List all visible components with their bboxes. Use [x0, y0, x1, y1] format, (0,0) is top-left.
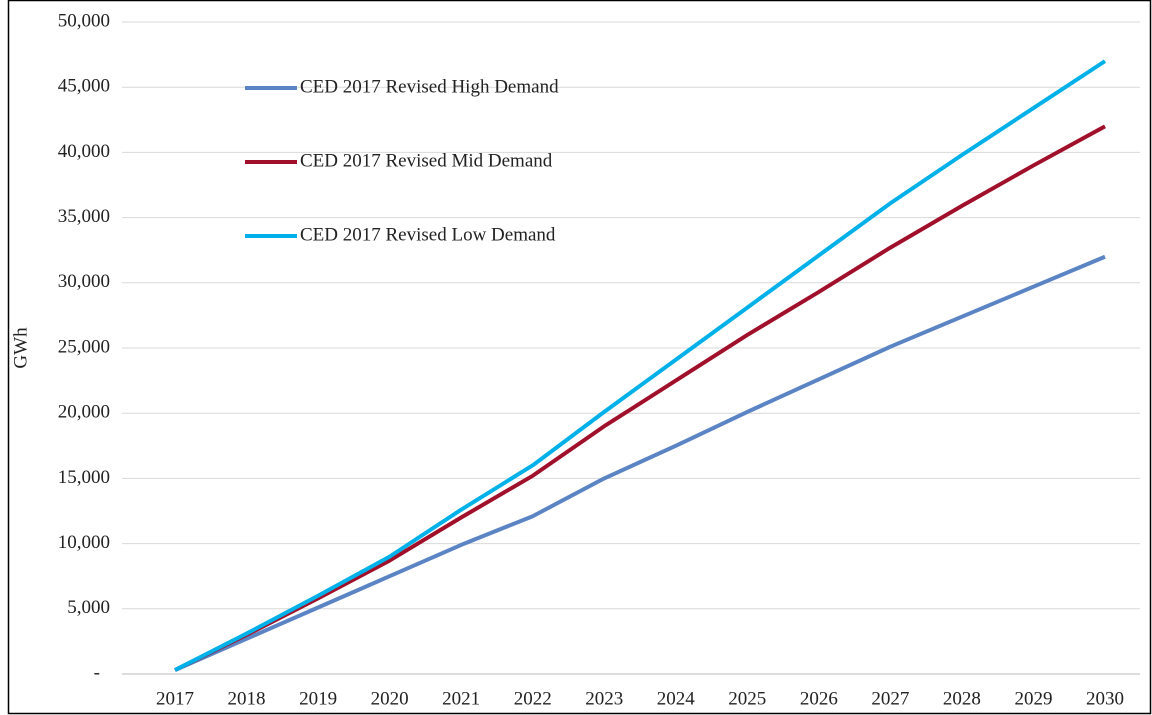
y-tick-label: 15,000 [58, 467, 110, 488]
y-tick-label: 20,000 [58, 402, 110, 423]
y-tick-label: 25,000 [58, 336, 110, 357]
legend-label: CED 2017 Revised Low Demand [300, 224, 556, 245]
x-tick-label: 2024 [657, 688, 696, 709]
frame [7, 0, 1152, 715]
x-tick-label: 2022 [514, 688, 552, 709]
y-tick-label: 35,000 [58, 206, 110, 227]
x-tick-label: 2021 [442, 688, 480, 709]
y-axis-label: GWh [10, 327, 31, 369]
x-tick-label: 2020 [371, 688, 409, 709]
y-tick-label: 5,000 [67, 597, 110, 618]
x-tick-label: 2030 [1086, 688, 1124, 709]
x-tick-label: 2023 [585, 688, 623, 709]
line [174, 124, 1106, 672]
x-tick-label: 2019 [299, 688, 337, 709]
x-tick-label: 2018 [228, 688, 266, 709]
y-tick-label: 50,000 [58, 10, 110, 31]
y-tick-label: 45,000 [58, 76, 110, 97]
line [174, 59, 1107, 672]
y-tick-label: 30,000 [58, 271, 110, 292]
legend-label: CED 2017 Revised High Demand [300, 76, 559, 97]
x-tick-label: 2026 [800, 688, 838, 709]
x-tick-label: 2027 [871, 688, 909, 709]
legend-label: CED 2017 Revised Mid Demand [300, 150, 553, 171]
x-tick-label: 2029 [1014, 688, 1052, 709]
x-tick-label: 2025 [728, 688, 766, 709]
y-tick-label: 40,000 [58, 141, 110, 162]
line [174, 254, 1106, 672]
y-tick-label: - [94, 662, 100, 683]
x-tick-label: 2017 [156, 688, 194, 709]
x-tick-label: 2028 [943, 688, 981, 709]
y-tick-label: 10,000 [58, 532, 110, 553]
